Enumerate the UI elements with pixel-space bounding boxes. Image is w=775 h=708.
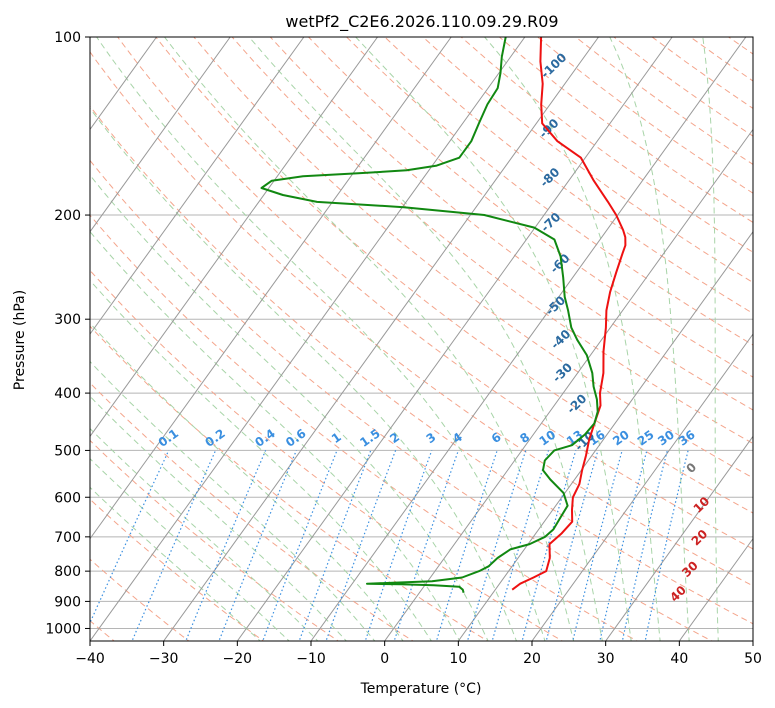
moist-adiabat: [355, 37, 632, 641]
y-tick-label: 900: [54, 594, 81, 610]
moist-adiabat: [164, 37, 575, 641]
y-tick-label: 500: [54, 443, 81, 459]
moist-adiabat: [90, 174, 489, 641]
mixing-ratio-line: [545, 450, 599, 641]
dry-adiabat: [90, 325, 489, 641]
axes-frame: [89, 36, 754, 642]
dry-adiabat: [90, 269, 564, 641]
x-tick-label: −30: [149, 651, 179, 667]
isotherm: [90, 37, 305, 335]
moist-adiabat: [90, 395, 347, 641]
dry-adiabat: [90, 51, 753, 587]
y-tick-label: 300: [54, 312, 81, 328]
y-tick-label: 400: [54, 386, 81, 402]
mixing-ratio-line: [262, 450, 338, 641]
isotherm: [90, 37, 231, 233]
dry-adiabat: [90, 498, 265, 641]
y-tick-label: 800: [54, 564, 81, 580]
dry-adiabat: [308, 37, 753, 378]
isotherm: [310, 37, 747, 641]
chart-title: wetPf2_C2E6.2026.110.09.29.R09: [285, 12, 558, 32]
moist-adiabat: [248, 37, 603, 641]
axis-ticks: −40 −30 −20 −10 0 10 20 30 40 50 100 200 300 400 500 60…: [45, 30, 762, 667]
moist-adiabat: [90, 486, 261, 641]
mixing-ratio-line: [218, 450, 297, 641]
mixing-ratio-line: [572, 450, 623, 641]
isotherm: [384, 128, 753, 641]
x-tick-label: 40: [670, 651, 688, 667]
isotherm: [90, 37, 378, 438]
x-tick-label: −20: [223, 651, 253, 667]
x-axis-label: Temperature (°C): [360, 681, 482, 697]
mixing-ratio-line: [621, 450, 668, 641]
isotherm: [163, 37, 599, 641]
moist-adiabat: [90, 279, 433, 641]
mixing-ratio-line: [185, 450, 267, 641]
mixing-ratio-line: [491, 450, 550, 641]
x-tick-label: 0: [380, 651, 389, 667]
isotherm: [457, 230, 753, 641]
y-tick-label: 1000: [45, 621, 81, 637]
moist-adiabat: [609, 37, 690, 641]
dewpoint-line: [260, 37, 599, 593]
temperature-line: [511, 37, 627, 591]
y-tick-label: 200: [54, 208, 81, 224]
isotherm: [678, 537, 753, 641]
dry-adiabat: [155, 37, 753, 514]
mixing-ratio-line: [466, 450, 527, 641]
mixing-ratio-line: [435, 450, 498, 641]
isotherm: [90, 37, 526, 641]
x-tick-label: 50: [744, 651, 762, 667]
isotherm: [236, 37, 673, 641]
moist-adiabat: [90, 230, 461, 641]
x-tick-label: 30: [597, 651, 615, 667]
isotherm: [605, 435, 753, 641]
y-axis-label: Pressure (hPa): [12, 290, 28, 390]
x-tick-label: 20: [523, 651, 541, 667]
isotherm: [90, 37, 452, 540]
y-tick-label: 600: [54, 490, 81, 506]
x-tick-label: −10: [296, 651, 326, 667]
plot-frame: [89, 36, 754, 642]
moist-adiabat: [90, 457, 290, 641]
y-tick-label: 700: [54, 530, 81, 546]
dry-adiabat: [384, 37, 753, 315]
mixing-ratio-line: [393, 450, 459, 641]
mixing-ratio-line: [298, 450, 372, 641]
x-tick-label: 10: [449, 651, 467, 667]
mixing-ratio-line: [644, 450, 689, 641]
mixing-ratio-line: [364, 450, 433, 641]
dry-adiabat: [90, 214, 639, 641]
moist-adiabat: [96, 37, 546, 641]
mixing-ratio-line: [521, 450, 577, 641]
moist-adiabat: [90, 107, 518, 641]
isotherm: [531, 333, 753, 641]
dry-adiabat: [90, 439, 340, 641]
dry-adiabat: [117, 37, 753, 550]
mixing-ratio-line: [325, 450, 397, 641]
x-tick-label: −40: [75, 651, 105, 667]
dry-adiabat: [90, 382, 414, 641]
dry-adiabat: [346, 37, 753, 346]
moist-adiabat: [90, 322, 404, 641]
y-tick-label: 100: [54, 30, 81, 46]
dry-adiabat: [90, 105, 753, 625]
mixing-ratio-line: [599, 450, 648, 641]
dry-adiabat: [193, 37, 753, 479]
